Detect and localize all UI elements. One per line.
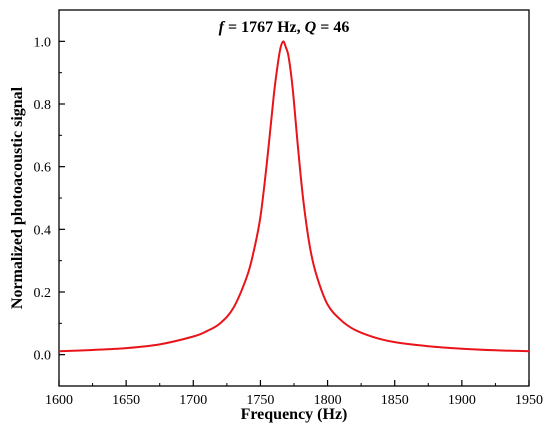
y-tick-label: 0.0	[34, 349, 52, 364]
annotation-f-value: = 1767 Hz,	[224, 19, 305, 36]
y-tick-label: 0.4	[34, 223, 52, 238]
x-axis-title: Frequency (Hz)	[241, 406, 348, 423]
annotation-q-value: = 46	[316, 19, 349, 36]
y-axis-title: Normalized photoacoustic signal	[9, 86, 26, 309]
x-tick-label: 1600	[45, 393, 73, 408]
annotation-f-symbol: f	[219, 19, 226, 36]
x-tick-label: 1900	[448, 393, 476, 408]
x-tick-label: 1700	[179, 393, 207, 408]
series-line-photoacoustic-signal	[58, 40, 530, 353]
y-tick-label: 1.0	[34, 35, 52, 50]
y-tick-label: 0.8	[34, 98, 52, 113]
y-axis-ticks: 0.0 0.2 0.4 0.6 0.8 1.0	[34, 9, 65, 387]
x-tick-label: 1800	[314, 393, 342, 408]
plot-frame	[58, 9, 530, 387]
x-tick-label: 1750	[246, 393, 274, 408]
annotation-q-symbol: Q	[305, 19, 317, 36]
x-tick-label: 1950	[515, 393, 543, 408]
x-tick-label: 1650	[112, 393, 140, 408]
x-tick-label: 1850	[381, 393, 409, 408]
y-tick-label: 0.2	[34, 286, 52, 301]
x-axis-ticks: 1600 1650 1700 1750 1800 1850 1900 1950	[45, 380, 543, 408]
chart-annotation: f = 1767 Hz, Q = 46	[219, 19, 350, 36]
y-tick-label: 0.6	[34, 161, 52, 176]
